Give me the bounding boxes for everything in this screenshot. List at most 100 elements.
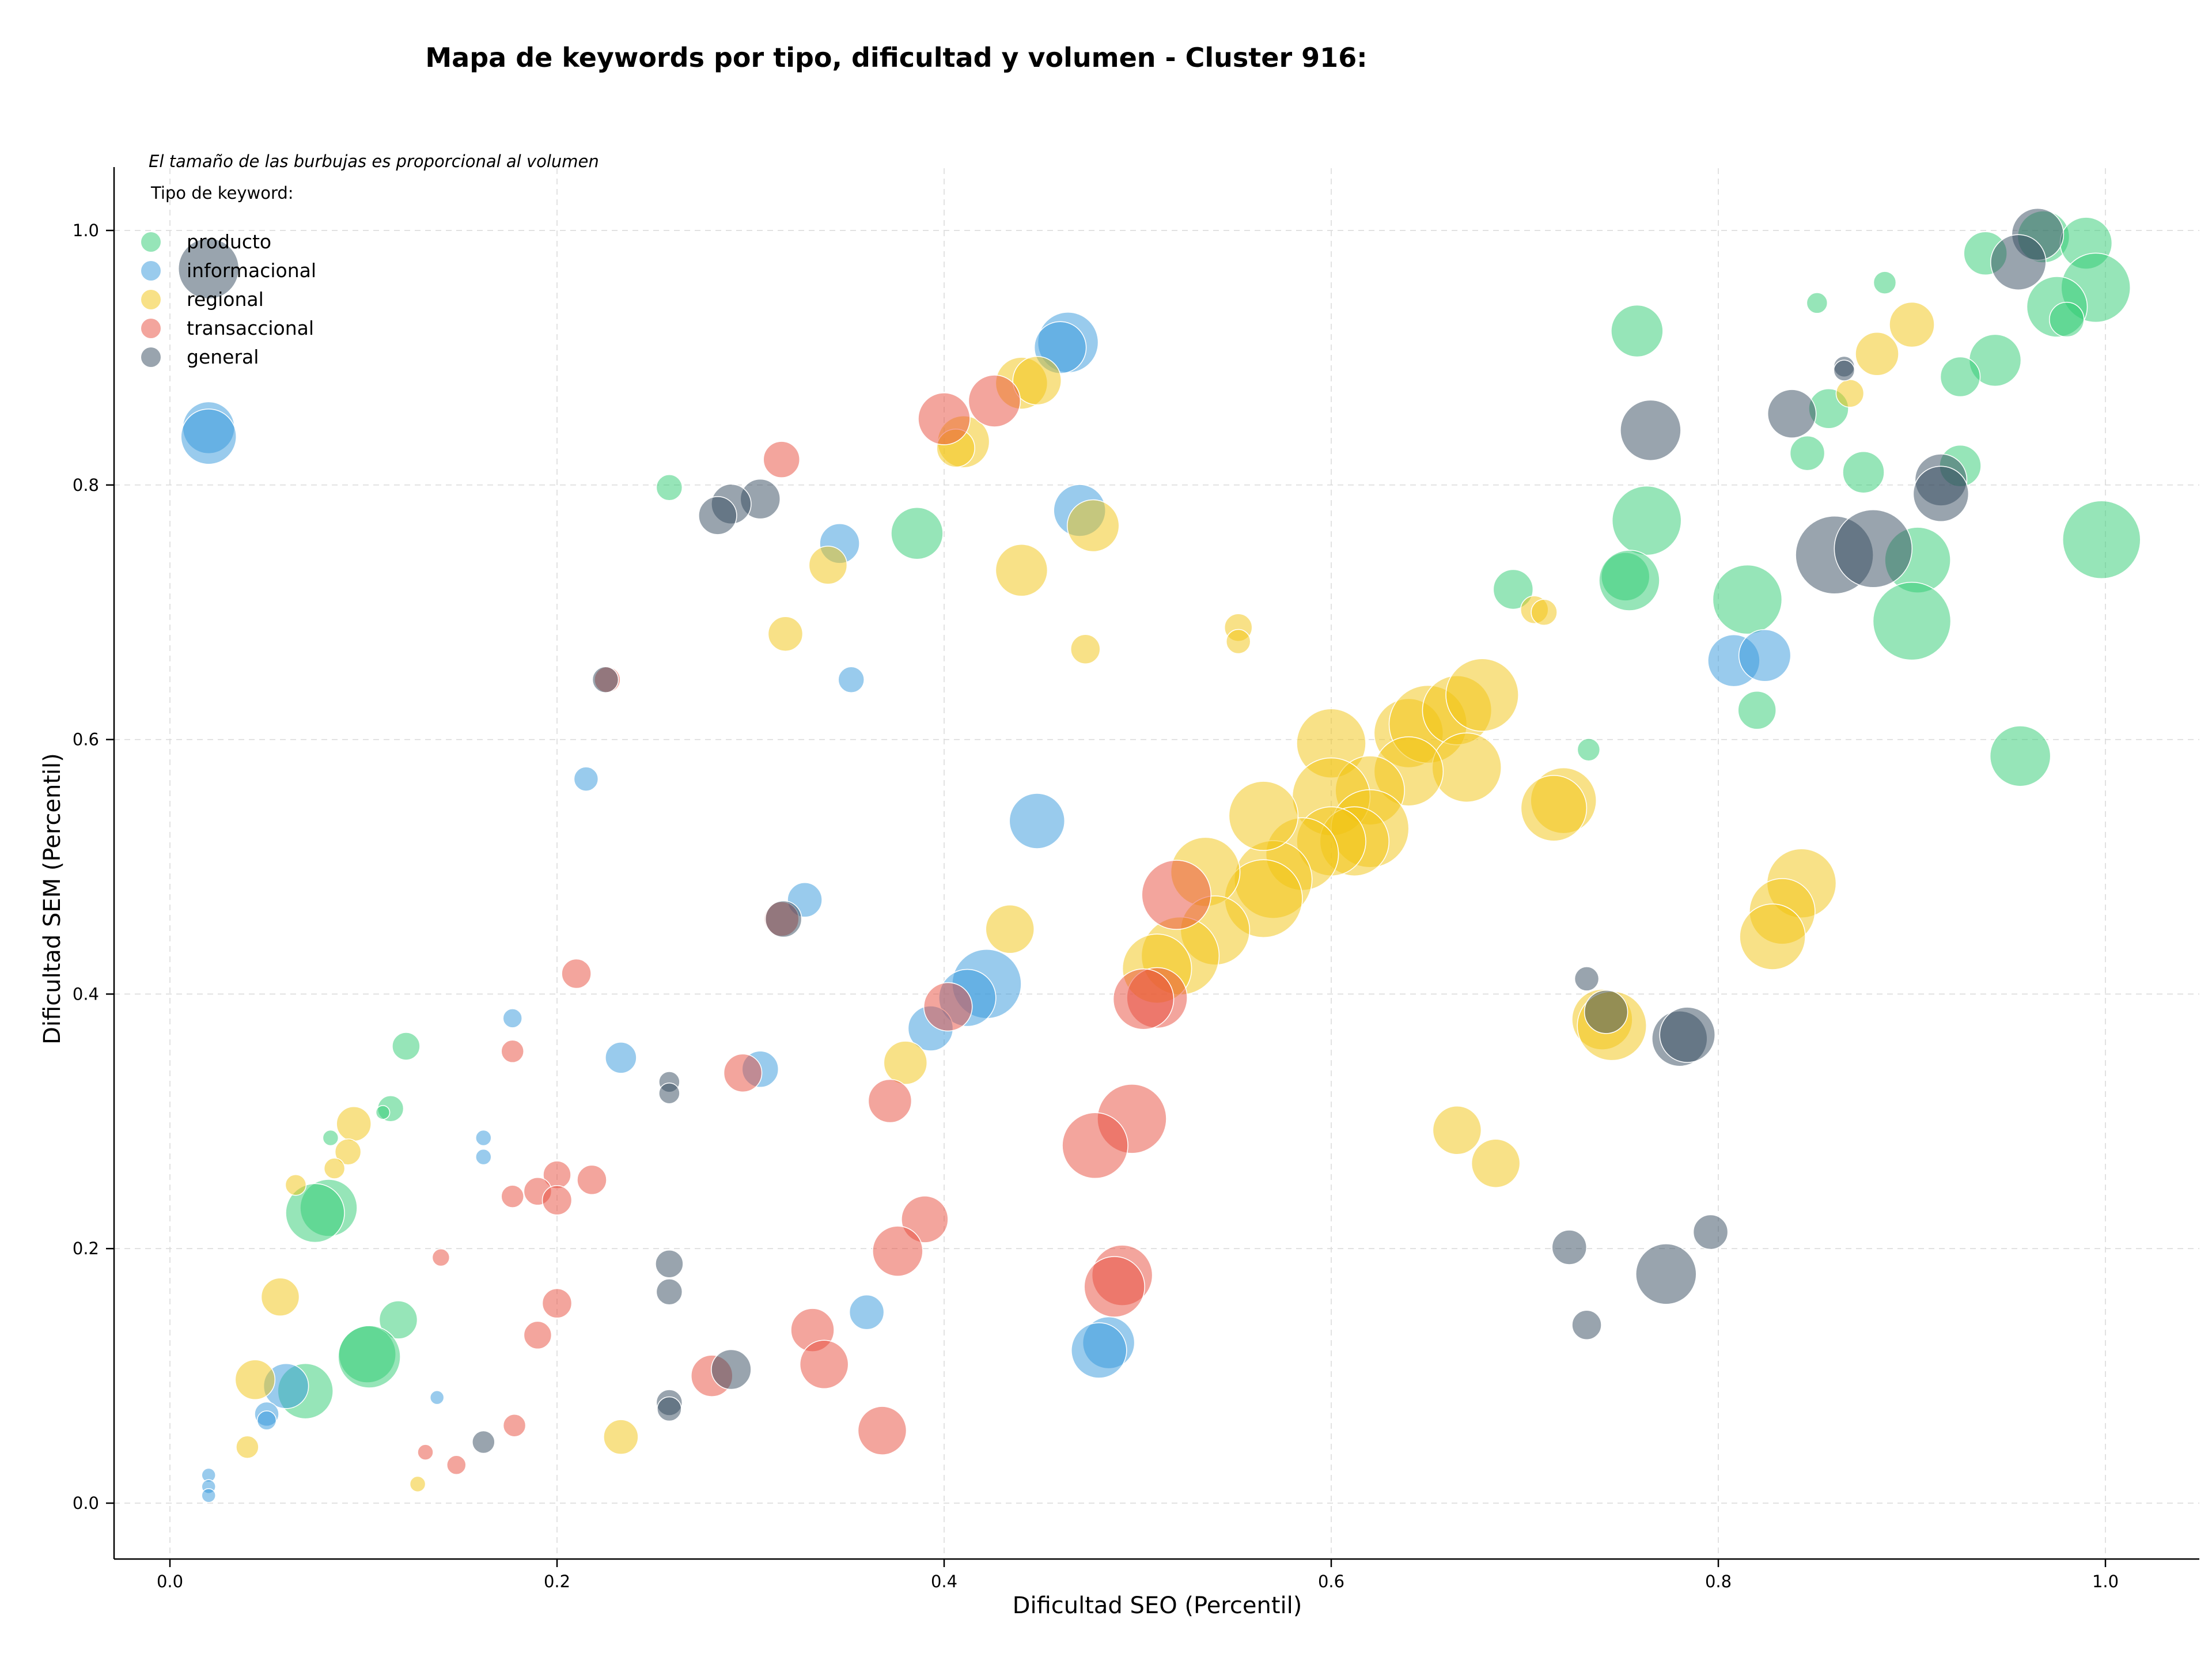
bubble-transaccional: [541, 1288, 573, 1319]
bubble-informacional: [1071, 1322, 1127, 1379]
bubble-producto: [1842, 451, 1885, 494]
bubble-regional: [1445, 658, 1519, 732]
chart-title: Mapa de keywords por tipo, dificultad y …: [425, 42, 1367, 73]
bubble-transaccional: [446, 1455, 467, 1475]
bubble-informacional: [429, 1390, 445, 1405]
bubble-regional: [808, 546, 848, 585]
legend-label-transaccional: transaccional: [187, 317, 314, 339]
bubble-informacional: [573, 766, 599, 792]
bubble-regional: [236, 1435, 259, 1459]
y-tick-label: 0.4: [73, 984, 99, 1004]
bubble-regional: [409, 1475, 426, 1493]
x-tick-label: 0.6: [1318, 1572, 1344, 1591]
bubble-producto: [1599, 550, 1660, 611]
bubble-general: [1767, 389, 1817, 438]
bubble-transaccional: [561, 958, 592, 989]
y-tick-label: 0.2: [73, 1239, 99, 1258]
bubble-regional: [1835, 379, 1865, 408]
bubble-informacional: [1009, 793, 1066, 849]
bubble-general: [1571, 1310, 1602, 1340]
bubble-producto: [378, 1300, 418, 1340]
bubble-producto: [1737, 691, 1777, 730]
bubble-producto: [392, 1032, 421, 1061]
axis-ticks: 0.0 0.2 0.4 0.6 0.8 1.0 0.0 0.2 0.4 0.6 0.8 1.0: [73, 221, 2119, 1591]
bubble-regional: [1225, 629, 1251, 654]
bubble-general: [472, 1430, 495, 1454]
bubble-general: [711, 1349, 752, 1390]
bubble-transaccional: [923, 982, 973, 1032]
bubble-general: [764, 900, 802, 938]
bubble-informacional: [201, 1488, 216, 1503]
y-axis-label: Dificultad SEM (Percentil): [39, 753, 66, 1045]
x-tick-label: 0.4: [931, 1572, 957, 1591]
bubble-regional: [1228, 781, 1299, 851]
bubble-informacional: [502, 1008, 522, 1028]
bubble-transaccional: [1141, 860, 1211, 930]
legend-marker-transaccional: [141, 319, 161, 338]
bubble-regional: [234, 1359, 276, 1400]
bubble-regional: [1531, 599, 1558, 626]
bubble-regional: [334, 1138, 362, 1166]
bubble-transaccional: [523, 1321, 552, 1350]
bubble-informacional: [475, 1129, 492, 1147]
bubble-general: [658, 1082, 680, 1104]
legend-marker-producto: [141, 232, 161, 252]
bubble-producto: [2049, 301, 2085, 338]
bubble-producto: [1940, 356, 1981, 398]
bubble-informacional: [1738, 629, 1791, 682]
legend-label-informacional: informacional: [187, 259, 316, 282]
bubble-informacional: [849, 1294, 885, 1330]
bubble-producto: [1989, 725, 2051, 787]
bubble-regional: [995, 544, 1048, 597]
bubble-producto: [285, 1183, 345, 1243]
bubble-regional: [260, 1277, 300, 1316]
bubble-regional: [603, 1419, 639, 1455]
bubble-transaccional: [541, 1185, 573, 1216]
bubble-regional: [1520, 775, 1588, 842]
bubble-producto: [2062, 500, 2141, 580]
bubble-general: [1584, 990, 1628, 1034]
bubble-general: [655, 1249, 684, 1278]
bubble-informacional: [475, 1148, 492, 1166]
bubble-general: [177, 238, 240, 300]
bubble-transaccional: [431, 1248, 450, 1267]
bubble-transaccional: [968, 374, 1021, 427]
bubble-producto: [1611, 304, 1664, 358]
bubble-regional: [883, 1041, 928, 1085]
legend-marker-informacional: [141, 261, 161, 281]
legend: producto informacional regional transaccion…: [141, 230, 316, 368]
bubble-transaccional: [417, 1444, 434, 1461]
bubble-transaccional: [501, 1039, 524, 1064]
bubble-layer: [177, 207, 2141, 1503]
y-tick-label: 0.6: [73, 730, 99, 750]
bubble-transaccional: [1112, 968, 1175, 1030]
bubble-producto: [1611, 485, 1682, 556]
bubble-regional: [985, 904, 1035, 954]
x-tick-label: 1.0: [2092, 1572, 2119, 1591]
bubble-producto: [1712, 564, 1783, 635]
bubble-transaccional: [502, 1414, 527, 1437]
bubble-producto: [1872, 581, 1952, 661]
bubble-transaccional: [918, 392, 971, 445]
bubble-regional: [1889, 301, 1935, 348]
bubble-transaccional: [1084, 1256, 1145, 1318]
bubble-general: [656, 1278, 683, 1306]
bubble-informacional: [256, 1410, 277, 1431]
bubble-general: [657, 1396, 682, 1422]
x-tick-label: 0.0: [157, 1572, 183, 1591]
bubble-informacional: [605, 1042, 637, 1074]
bubble-transaccional: [868, 1079, 912, 1123]
bubble-informacional: [180, 408, 237, 465]
x-axis-label: Dificultad SEO (Percentil): [1013, 1592, 1302, 1619]
bubble-general: [1990, 234, 2047, 290]
bubble-size-note: El tamaño de las burbujas es proporciona…: [149, 152, 599, 171]
bubble-regional: [1855, 332, 1899, 376]
bubble-producto: [322, 1129, 339, 1147]
bubble-transaccional: [799, 1340, 849, 1389]
bubble-informacional: [838, 666, 865, 694]
bubble-producto: [891, 506, 944, 560]
bubble-general: [1834, 509, 1913, 588]
legend-marker-general: [141, 347, 161, 367]
bubble-transaccional: [872, 1225, 923, 1277]
legend-marker-regional: [141, 290, 161, 309]
